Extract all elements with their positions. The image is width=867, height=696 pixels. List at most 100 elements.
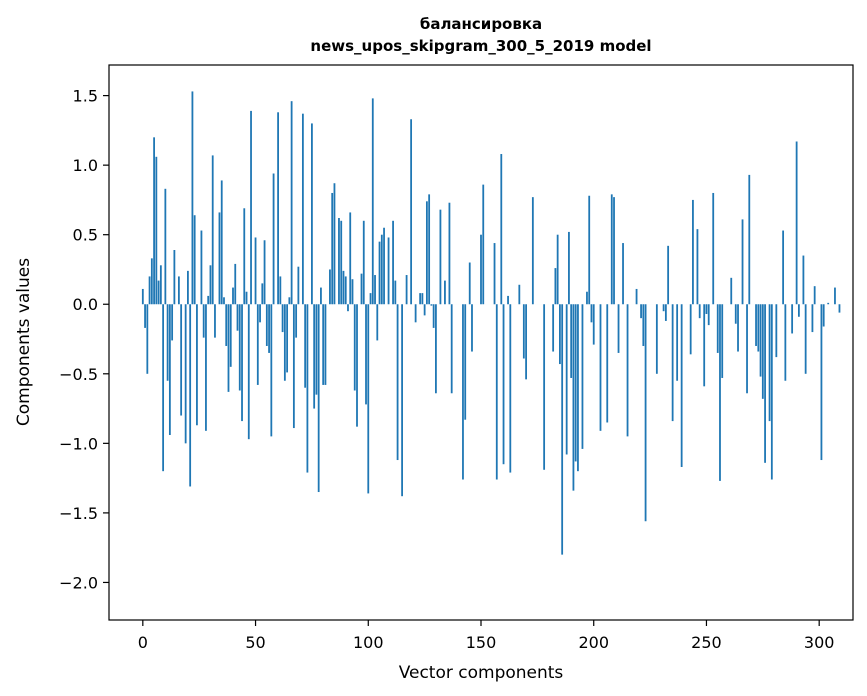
bar-145 (468, 262, 471, 305)
bar-264 (737, 304, 739, 352)
bar-183 (554, 268, 557, 305)
y-axis-ticks: −2.0 −1.5 −1.0 −0.5 0.0 0.5 1.0 1.5 (59, 87, 109, 592)
bar-163 (509, 304, 512, 473)
bar-290 (795, 141, 798, 305)
bar-95 (356, 304, 358, 427)
bar-77 (315, 304, 318, 395)
bar-159 (500, 154, 503, 305)
x-tick-label: 50 (245, 633, 265, 652)
bar-100 (367, 304, 370, 494)
bar-16 (177, 276, 180, 305)
bar-285 (784, 304, 787, 381)
bar-85 (333, 183, 336, 305)
bar-92 (349, 212, 352, 305)
bar-231 (662, 304, 665, 312)
bar-178 (543, 304, 546, 470)
bar-75 (311, 123, 313, 305)
bar-186 (561, 304, 564, 555)
bar-146 (471, 304, 473, 352)
bar-243 (689, 304, 692, 355)
y-tick-label: 1.0 (73, 156, 98, 175)
bar-143 (464, 304, 467, 420)
bar-249 (703, 304, 706, 387)
bar-37 (225, 304, 228, 346)
bar-307 (834, 287, 836, 305)
bar-137 (450, 304, 453, 394)
bar-30 (209, 265, 212, 305)
bar-61 (279, 276, 282, 305)
bar-222 (642, 304, 645, 346)
x-axis-label: Vector components (399, 663, 564, 683)
bar-19 (184, 304, 187, 444)
bar-106 (380, 234, 383, 305)
bar-235 (671, 304, 674, 422)
bar-169 (522, 304, 525, 359)
bar-121 (414, 304, 417, 323)
bar-51 (256, 304, 259, 385)
bar-93 (351, 279, 354, 305)
bar-52 (259, 304, 261, 323)
bar-101 (369, 293, 372, 305)
bar-42 (236, 304, 239, 331)
bar-29 (207, 295, 210, 305)
bar-54 (263, 240, 266, 305)
bar-38 (227, 304, 230, 392)
bar-17 (180, 304, 183, 416)
x-tick-label: 150 (466, 633, 497, 652)
chart-title-line1: балансировка (420, 15, 542, 33)
bar-102 (371, 98, 374, 305)
bar-103 (374, 275, 376, 305)
bar-68 (295, 304, 298, 338)
y-tick-label: −2.0 (59, 573, 98, 592)
bar-232 (664, 304, 667, 321)
bar-76 (313, 304, 316, 409)
bar-189 (568, 231, 570, 305)
y-tick-label: −1.5 (59, 504, 98, 523)
bar-1 (144, 304, 146, 328)
bar-233 (667, 245, 670, 305)
bar-27 (202, 304, 205, 338)
bar-63 (283, 304, 286, 381)
bar-281 (775, 304, 778, 358)
bar-268 (746, 304, 748, 394)
bar-156 (493, 243, 496, 305)
bar-41 (234, 263, 237, 305)
bar-55 (265, 304, 268, 346)
bar-97 (360, 273, 363, 305)
bar-167 (518, 284, 521, 305)
y-tick-label: 1.5 (73, 87, 98, 106)
bar-104 (376, 304, 379, 341)
bar-84 (331, 192, 334, 305)
bar-200 (592, 304, 595, 345)
bar-22 (191, 91, 194, 305)
bar-193 (577, 304, 579, 472)
bar-291 (797, 304, 800, 317)
bar-247 (698, 304, 701, 319)
bar-250 (705, 304, 708, 314)
bar-221 (640, 304, 642, 319)
bar-32 (214, 304, 216, 338)
bar-256 (719, 304, 721, 481)
bar-150 (480, 234, 482, 305)
bar-83 (329, 269, 331, 305)
bar-274 (759, 304, 762, 377)
y-tick-label: 0.5 (73, 226, 98, 245)
bar-45 (243, 208, 246, 305)
bar-142 (462, 304, 464, 480)
bar-9 (162, 304, 165, 472)
bar-301 (820, 304, 823, 461)
bar-3 (148, 276, 151, 305)
bar-65 (288, 297, 291, 305)
bar-197 (586, 291, 588, 305)
bar-208 (610, 194, 613, 305)
bar-134 (444, 280, 446, 305)
bar-31 (211, 155, 214, 305)
bar-12 (168, 304, 171, 435)
bar-99 (365, 304, 367, 405)
bar-191 (572, 304, 575, 491)
bar-78 (317, 304, 320, 493)
bar-66 (290, 101, 293, 305)
bar-80 (322, 304, 325, 385)
bar-253 (712, 192, 715, 305)
bar-185 (559, 304, 561, 365)
